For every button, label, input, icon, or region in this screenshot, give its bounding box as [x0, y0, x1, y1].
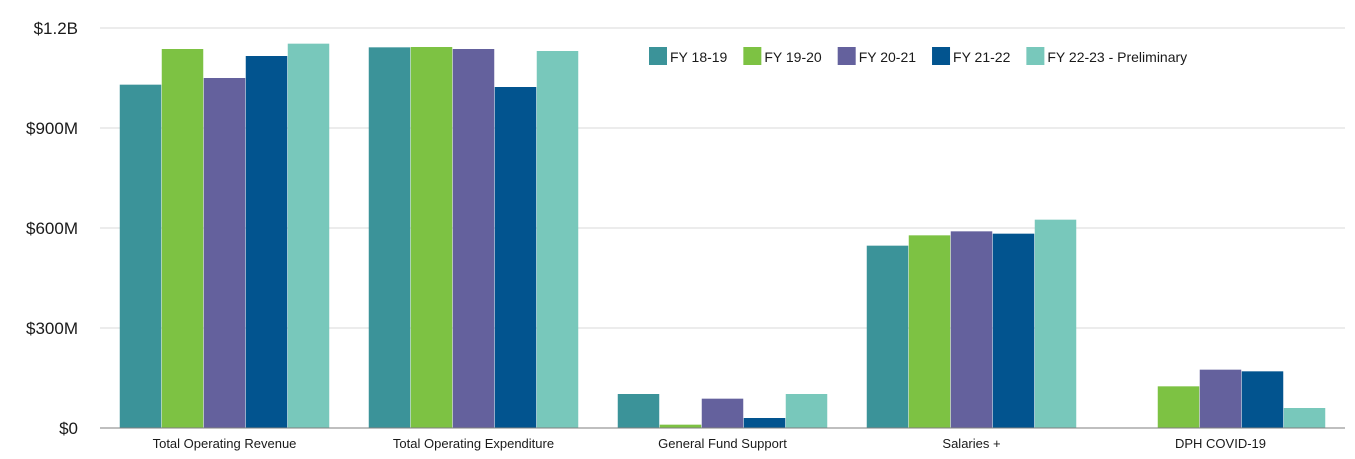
- x-tick-label: Salaries +: [942, 436, 1000, 451]
- bar: [245, 56, 288, 428]
- legend-swatch: [932, 47, 951, 65]
- legend-label: FY 22-23 - Preliminary: [1047, 49, 1187, 65]
- y-tick-label: $300M: [26, 319, 78, 338]
- legend-swatch: [649, 47, 667, 65]
- bar: [701, 398, 744, 428]
- bar: [161, 49, 204, 428]
- bar: [119, 84, 162, 429]
- legend-label: FY 19-20: [764, 49, 822, 65]
- bar: [452, 49, 495, 428]
- bar: [1199, 369, 1242, 428]
- bar: [287, 43, 330, 429]
- bar: [410, 47, 453, 428]
- bar: [743, 418, 786, 428]
- legend: FY 18-19 FY 19-20 FY 20-21 FY 21-22 FY 22-23…: [649, 47, 1187, 65]
- bar: [908, 235, 951, 428]
- y-tick-label: $600M: [26, 219, 78, 238]
- bar: [950, 231, 993, 428]
- x-tick-label: Total Operating Expenditure: [393, 436, 554, 451]
- bar: [866, 245, 909, 428]
- bar: [536, 51, 579, 428]
- bar: [203, 78, 246, 428]
- bar: [617, 394, 660, 428]
- y-tick-label: $0: [59, 419, 78, 438]
- bar: [494, 87, 537, 428]
- x-tick-label: DPH COVID-19: [1175, 436, 1266, 451]
- legend-swatch: [1026, 47, 1045, 65]
- bar: [1241, 371, 1284, 428]
- legend-swatch: [743, 47, 762, 65]
- bar: [785, 394, 828, 428]
- legend-swatch: [837, 47, 856, 65]
- bar: [1157, 386, 1200, 428]
- legend-label: FY 21-22: [953, 49, 1011, 65]
- bar: [659, 424, 702, 428]
- x-tick-label: General Fund Support: [658, 436, 787, 451]
- y-tick-label: $900M: [26, 119, 78, 138]
- bars: [119, 43, 1326, 429]
- y-tick-label: $1.2B: [34, 19, 78, 38]
- bar: [368, 47, 411, 428]
- legend-label: FY 20-21: [859, 49, 917, 65]
- bar: [1034, 219, 1077, 428]
- bar: [1283, 408, 1326, 428]
- x-tick-label: Total Operating Revenue: [153, 436, 297, 451]
- axes: $0 $300M $600M $900M $1.2B Total Operating Re…: [26, 19, 1345, 451]
- bar: [992, 233, 1035, 428]
- legend-label: FY 18-19: [670, 49, 728, 65]
